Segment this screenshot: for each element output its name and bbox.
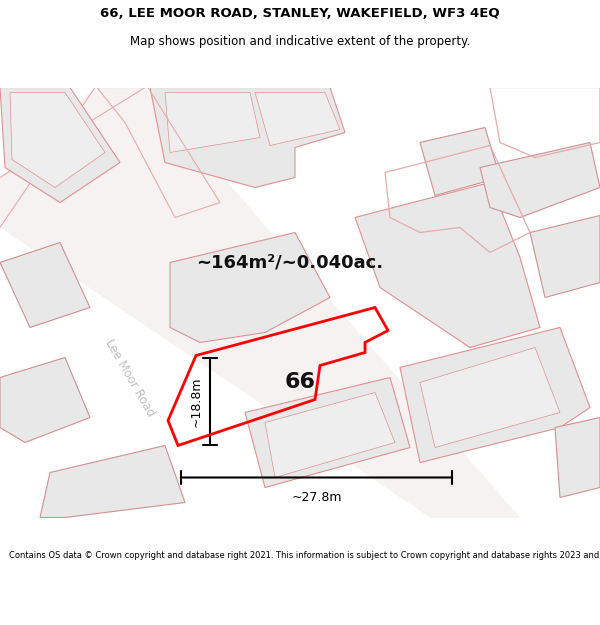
Polygon shape bbox=[555, 418, 600, 498]
Polygon shape bbox=[480, 142, 600, 218]
Text: Map shows position and indicative extent of the property.: Map shows position and indicative extent… bbox=[130, 35, 470, 48]
Polygon shape bbox=[150, 88, 345, 188]
Polygon shape bbox=[530, 216, 600, 298]
Text: Contains OS data © Crown copyright and database right 2021. This information is : Contains OS data © Crown copyright and d… bbox=[9, 551, 600, 561]
Polygon shape bbox=[170, 232, 330, 342]
Polygon shape bbox=[165, 92, 260, 152]
Polygon shape bbox=[0, 357, 90, 442]
Polygon shape bbox=[0, 88, 520, 518]
Polygon shape bbox=[400, 328, 590, 462]
Polygon shape bbox=[265, 392, 395, 478]
Polygon shape bbox=[0, 88, 120, 202]
Polygon shape bbox=[255, 92, 340, 146]
Polygon shape bbox=[40, 446, 185, 518]
Text: ~18.8m: ~18.8m bbox=[190, 376, 203, 427]
Text: ~27.8m: ~27.8m bbox=[291, 491, 342, 504]
Polygon shape bbox=[355, 182, 540, 348]
Polygon shape bbox=[10, 92, 105, 188]
Text: ~164m²/~0.040ac.: ~164m²/~0.040ac. bbox=[196, 254, 383, 271]
Polygon shape bbox=[420, 127, 500, 196]
Text: 66: 66 bbox=[284, 372, 316, 392]
Text: Lee Moor Road: Lee Moor Road bbox=[103, 336, 157, 419]
Text: 66, LEE MOOR ROAD, STANLEY, WAKEFIELD, WF3 4EQ: 66, LEE MOOR ROAD, STANLEY, WAKEFIELD, W… bbox=[100, 8, 500, 20]
Polygon shape bbox=[420, 348, 560, 448]
Polygon shape bbox=[0, 242, 90, 328]
Polygon shape bbox=[245, 378, 410, 488]
